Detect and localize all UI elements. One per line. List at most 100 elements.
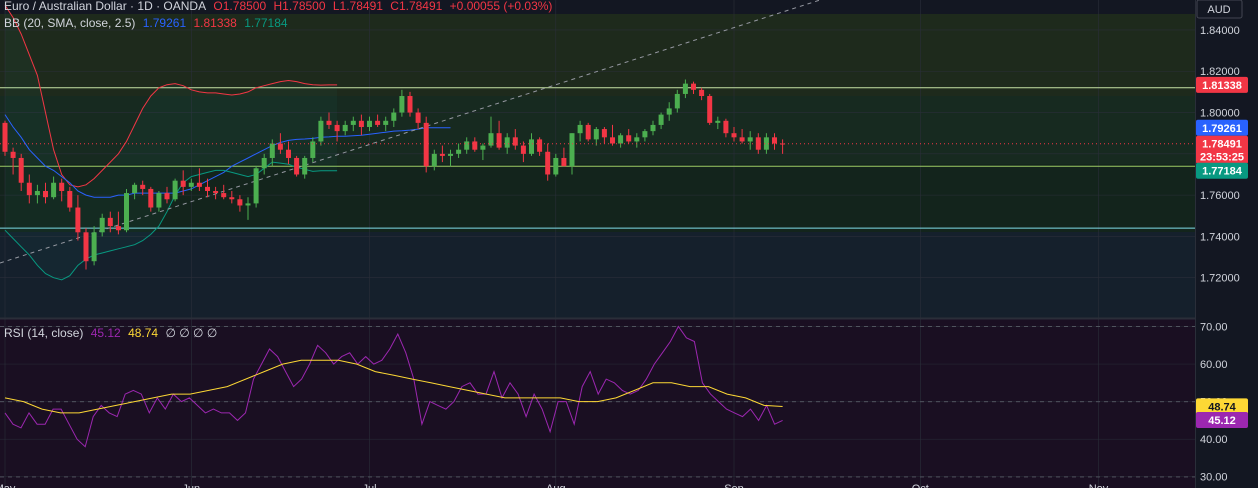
candle-body[interactable] [318, 120, 324, 142]
candle-body[interactable] [310, 141, 316, 158]
candle-body[interactable] [618, 135, 624, 144]
candle-body[interactable] [205, 186, 210, 192]
candle-body[interactable] [294, 157, 300, 175]
candle-body[interactable] [51, 182, 57, 198]
candle-body[interactable] [269, 143, 275, 158]
candle-body[interactable] [520, 145, 526, 154]
candle-body[interactable] [34, 191, 40, 196]
candle-body[interactable] [399, 96, 405, 113]
candle-body[interactable] [585, 124, 591, 140]
candle-body[interactable] [488, 133, 494, 146]
candle-body[interactable] [75, 207, 81, 233]
candle-body[interactable] [553, 157, 559, 175]
candle-body[interactable] [731, 133, 737, 138]
candle-body[interactable] [132, 184, 138, 194]
candle-body[interactable] [10, 151, 16, 158]
candle-body[interactable] [763, 137, 769, 150]
candle-body[interactable] [472, 141, 478, 150]
candle-body[interactable] [431, 153, 437, 167]
candle-body[interactable] [423, 122, 429, 167]
rsi-legend[interactable]: RSI (14, close) 45.12 48.74 ∅ ∅ ∅ ∅ [4, 326, 221, 340]
candle-body[interactable] [593, 129, 599, 140]
candle-body[interactable] [164, 193, 170, 200]
candle-body[interactable] [480, 145, 486, 150]
candle-body[interactable] [772, 137, 777, 144]
candle-body[interactable] [561, 157, 567, 167]
candle-body[interactable] [504, 137, 510, 148]
candle-body[interactable] [707, 96, 713, 123]
candle-body[interactable] [43, 191, 48, 198]
candle-body[interactable] [253, 168, 259, 204]
candle-body[interactable] [512, 137, 518, 146]
candle-body[interactable] [59, 182, 65, 192]
candle-body[interactable] [682, 83, 688, 94]
candle-body[interactable] [221, 193, 227, 198]
candle-body[interactable] [350, 120, 356, 125]
candle-body[interactable] [739, 137, 745, 142]
candle-body[interactable] [26, 182, 32, 196]
candle-body[interactable] [367, 120, 372, 127]
candle-body[interactable] [496, 133, 502, 148]
candle-body[interactable] [699, 89, 705, 97]
candle-body[interactable] [140, 184, 146, 189]
candle-body[interactable] [456, 149, 462, 154]
candle-body[interactable] [464, 141, 470, 150]
candle-body[interactable] [107, 217, 113, 227]
candle-body[interactable] [342, 124, 348, 132]
candle-body[interactable] [755, 137, 761, 150]
candle-body[interactable] [99, 217, 105, 233]
candle-body[interactable] [124, 193, 129, 231]
candle-body[interactable] [650, 124, 656, 132]
candle-body[interactable] [537, 139, 543, 152]
candle-body[interactable] [407, 96, 413, 113]
candle-body[interactable] [415, 112, 421, 123]
bb-legend[interactable]: BB (20, SMA, close, 2.5) 1.79261 1.81338… [4, 16, 292, 30]
currency-box[interactable] [1196, 0, 1243, 19]
candle-body[interactable] [691, 83, 696, 90]
candle-body[interactable] [172, 180, 178, 200]
candle-body[interactable] [358, 120, 364, 127]
candle-body[interactable] [302, 157, 308, 175]
candle-body[interactable] [545, 151, 551, 175]
candle-body[interactable] [229, 197, 235, 200]
candle-body[interactable] [91, 232, 97, 262]
candle-body[interactable] [213, 191, 219, 194]
candle-body[interactable] [780, 143, 786, 145]
candle-body[interactable] [115, 226, 121, 231]
candle-body[interactable] [747, 137, 753, 142]
candle-body[interactable] [610, 137, 615, 144]
candle-body[interactable] [286, 149, 291, 158]
candle-body[interactable] [196, 182, 202, 187]
candle-body[interactable] [261, 157, 267, 169]
candle-body[interactable] [674, 93, 680, 109]
candle-body[interactable] [715, 120, 721, 123]
candle-body[interactable] [375, 120, 381, 125]
candle-body[interactable] [577, 124, 583, 134]
symbol-legend[interactable]: Euro / Australian Dollar · 1D · OANDA O1… [4, 0, 556, 13]
candle-body[interactable] [245, 203, 251, 206]
candle-body[interactable] [634, 137, 640, 142]
candle-body[interactable] [666, 108, 672, 115]
candle-body[interactable] [67, 191, 73, 208]
candle-body[interactable] [156, 193, 162, 208]
candle-body[interactable] [529, 139, 534, 154]
candle-body[interactable] [2, 122, 8, 152]
candle-body[interactable] [439, 153, 445, 156]
candle-body[interactable] [18, 157, 24, 183]
candle-body[interactable] [601, 129, 607, 138]
candle-body[interactable] [237, 199, 243, 206]
candle-body[interactable] [383, 120, 389, 125]
candle-body[interactable] [626, 135, 632, 142]
candle-body[interactable] [642, 131, 648, 138]
candle-body[interactable] [391, 112, 397, 121]
candle-body[interactable] [448, 153, 453, 156]
candle-body[interactable] [83, 232, 89, 262]
candle-body[interactable] [723, 120, 729, 134]
candle-body[interactable] [277, 143, 283, 150]
candle-body[interactable] [326, 120, 332, 125]
candle-body[interactable] [148, 188, 154, 208]
candle-body[interactable] [658, 114, 664, 125]
candle-body[interactable] [334, 124, 340, 132]
candle-body[interactable] [188, 182, 194, 187]
